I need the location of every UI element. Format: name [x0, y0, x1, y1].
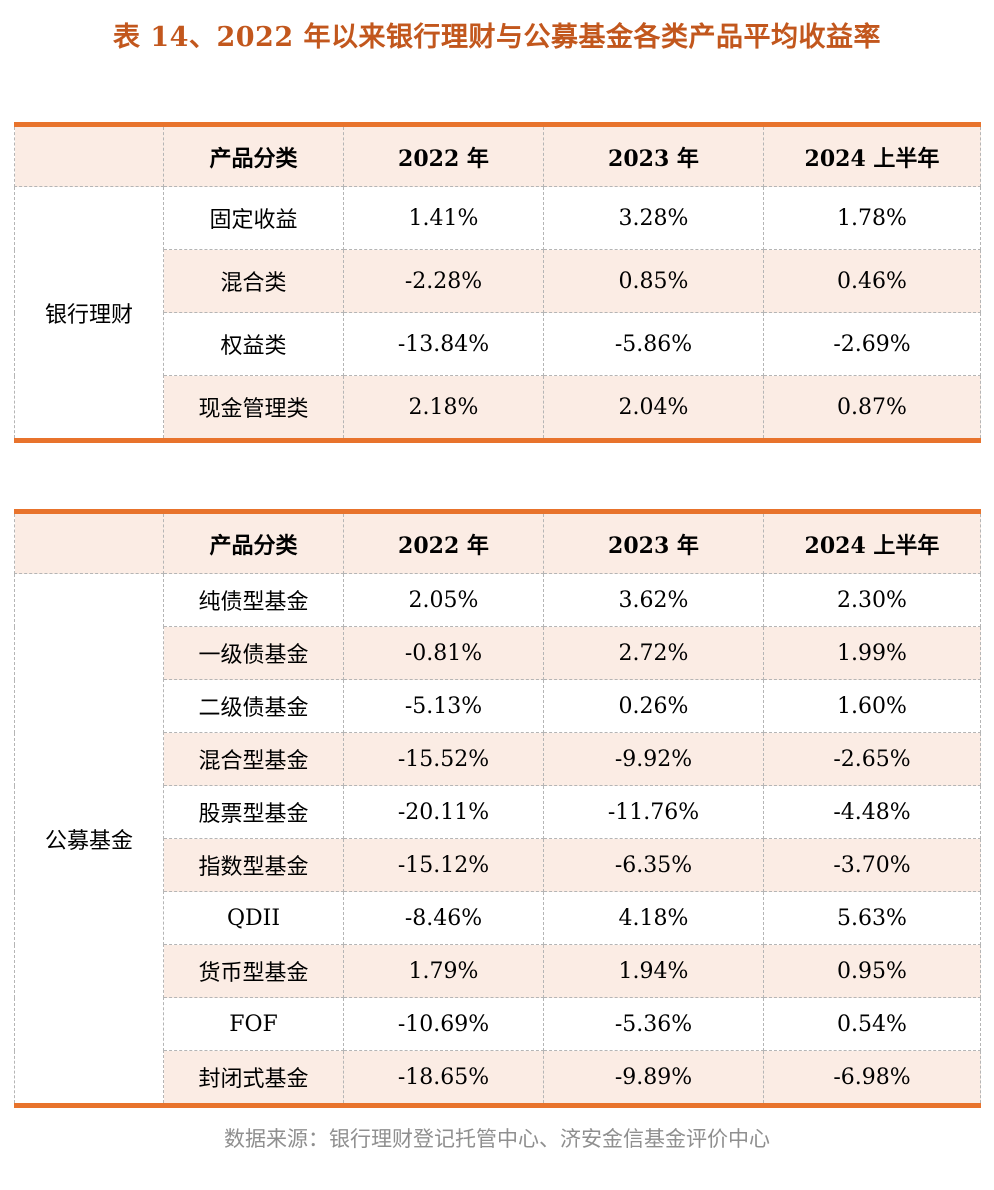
value-cell-2022: -0.81% [343, 626, 544, 680]
value-cell-2024h1: 0.54% [763, 997, 981, 1051]
category-cell: 一级债基金 [163, 626, 344, 680]
column-header-2022: 2022 年 [343, 124, 544, 187]
category-cell: 货币型基金 [163, 944, 344, 998]
value-cell-2024h1: 1.78% [763, 186, 981, 250]
value-cell-2023: -5.36% [543, 997, 764, 1051]
category-cell: 现金管理类 [163, 375, 344, 441]
category-cell: QDII [163, 891, 344, 945]
column-header-category: 产品分类 [163, 511, 344, 574]
category-cell: FOF [163, 997, 344, 1051]
category-cell: 纯债型基金 [163, 573, 344, 627]
bank-wealth-table: 产品分类 2022 年 2023 年 2024 上半年 银行理财 固定收益 1.… [14, 122, 981, 443]
page-title: 表 14、2022 年以来银行理财与公募基金各类产品平均收益率 [112, 22, 882, 53]
value-cell-2023: 1.94% [543, 944, 764, 998]
value-cell-2024h1: -3.70% [763, 838, 981, 892]
value-cell-2023: 2.72% [543, 626, 764, 680]
value-cell-2022: 1.41% [343, 186, 544, 250]
table-row: 货币型基金 1.79% 1.94% 0.95% [15, 944, 981, 998]
value-cell-2024h1: 0.95% [763, 944, 981, 998]
table-row: 权益类 -13.84% -5.86% -2.69% [15, 312, 981, 376]
category-cell: 指数型基金 [163, 838, 344, 892]
column-header-2022: 2022 年 [343, 511, 544, 574]
table-row: 银行理财 固定收益 1.41% 3.28% 1.78% [14, 186, 981, 441]
column-header-category: 产品分类 [163, 124, 344, 187]
value-cell-2022: -15.12% [343, 838, 544, 892]
value-cell-2023: 0.85% [543, 249, 764, 313]
value-cell-2023: 0.26% [543, 679, 764, 733]
value-cell-2022: -10.69% [343, 997, 544, 1051]
table-row: 指数型基金 -15.12% -6.35% -3.70% [15, 838, 981, 892]
column-header-2024h1: 2024 上半年 [763, 511, 981, 574]
data-source-note: 数据来源：银行理财登记托管中心、济安金信基金评价中心 [224, 1127, 770, 1151]
category-cell: 权益类 [163, 312, 344, 376]
table-row: 股票型基金 -20.11% -11.76% -4.48% [15, 785, 981, 839]
value-cell-2022: 2.18% [343, 375, 544, 441]
table-row: 一级债基金 -0.81% 2.72% 1.99% [15, 626, 981, 680]
category-cell: 固定收益 [163, 186, 344, 250]
value-cell-2022: -18.65% [343, 1050, 544, 1106]
column-header-2023: 2023 年 [543, 511, 764, 574]
value-cell-2022: -5.13% [343, 679, 544, 733]
category-cell: 封闭式基金 [163, 1050, 344, 1106]
category-cell: 二级债基金 [163, 679, 344, 733]
column-header-2024h1: 2024 上半年 [763, 124, 981, 187]
value-cell-2024h1: 1.60% [763, 679, 981, 733]
value-cell-2023: -9.92% [543, 732, 764, 786]
value-cell-2024h1: 5.63% [763, 891, 981, 945]
table-row: 现金管理类 2.18% 2.04% 0.87% [15, 375, 981, 441]
header-empty-cell [14, 124, 164, 187]
table-row: FOF -10.69% -5.36% 0.54% [15, 997, 981, 1051]
table-row: 混合类 -2.28% 0.85% 0.46% [15, 249, 981, 313]
value-cell-2022: -20.11% [343, 785, 544, 839]
value-cell-2023: -5.86% [543, 312, 764, 376]
table-row: 封闭式基金 -18.65% -9.89% -6.98% [15, 1050, 981, 1106]
value-cell-2024h1: -2.65% [763, 732, 981, 786]
value-cell-2023: -6.35% [543, 838, 764, 892]
table-header-row: 产品分类 2022 年 2023 年 2024 上半年 [14, 124, 981, 187]
category-cell: 混合型基金 [163, 732, 344, 786]
value-cell-2022: -8.46% [343, 891, 544, 945]
value-cell-2022: -2.28% [343, 249, 544, 313]
value-cell-2024h1: 2.30% [763, 573, 981, 627]
value-cell-2024h1: 0.46% [763, 249, 981, 313]
column-header-2023: 2023 年 [543, 124, 764, 187]
value-cell-2022: 2.05% [343, 573, 544, 627]
value-cell-2024h1: 0.87% [763, 375, 981, 441]
group-label-public-fund: 公募基金 [14, 573, 164, 1106]
value-cell-2022: 1.79% [343, 944, 544, 998]
table-row: 公募基金 纯债型基金 2.05% 3.62% 2.30% [14, 573, 981, 1106]
value-cell-2024h1: -2.69% [763, 312, 981, 376]
value-cell-2023: 3.62% [543, 573, 764, 627]
category-cell: 混合类 [163, 249, 344, 313]
value-cell-2023: 2.04% [543, 375, 764, 441]
value-cell-2022: -13.84% [343, 312, 544, 376]
value-cell-2022: -15.52% [343, 732, 544, 786]
value-cell-2023: -9.89% [543, 1050, 764, 1106]
table-row: 混合型基金 -15.52% -9.92% -2.65% [15, 732, 981, 786]
header-empty-cell [14, 511, 164, 574]
value-cell-2023: 3.28% [543, 186, 764, 250]
table-row: QDII -8.46% 4.18% 5.63% [15, 891, 981, 945]
value-cell-2023: -11.76% [543, 785, 764, 839]
public-fund-table: 产品分类 2022 年 2023 年 2024 上半年 公募基金 纯债型基金 2… [14, 509, 981, 1108]
category-cell: 股票型基金 [163, 785, 344, 839]
document-page: 表 14、2022 年以来银行理财与公募基金各类产品平均收益率 产品分类 202… [14, 22, 981, 1151]
group-label-bank-wealth: 银行理财 [14, 186, 164, 441]
value-cell-2024h1: -4.48% [763, 785, 981, 839]
value-cell-2024h1: 1.99% [763, 626, 981, 680]
table-header-row: 产品分类 2022 年 2023 年 2024 上半年 [14, 511, 981, 574]
value-cell-2024h1: -6.98% [763, 1050, 981, 1106]
value-cell-2023: 4.18% [543, 891, 764, 945]
